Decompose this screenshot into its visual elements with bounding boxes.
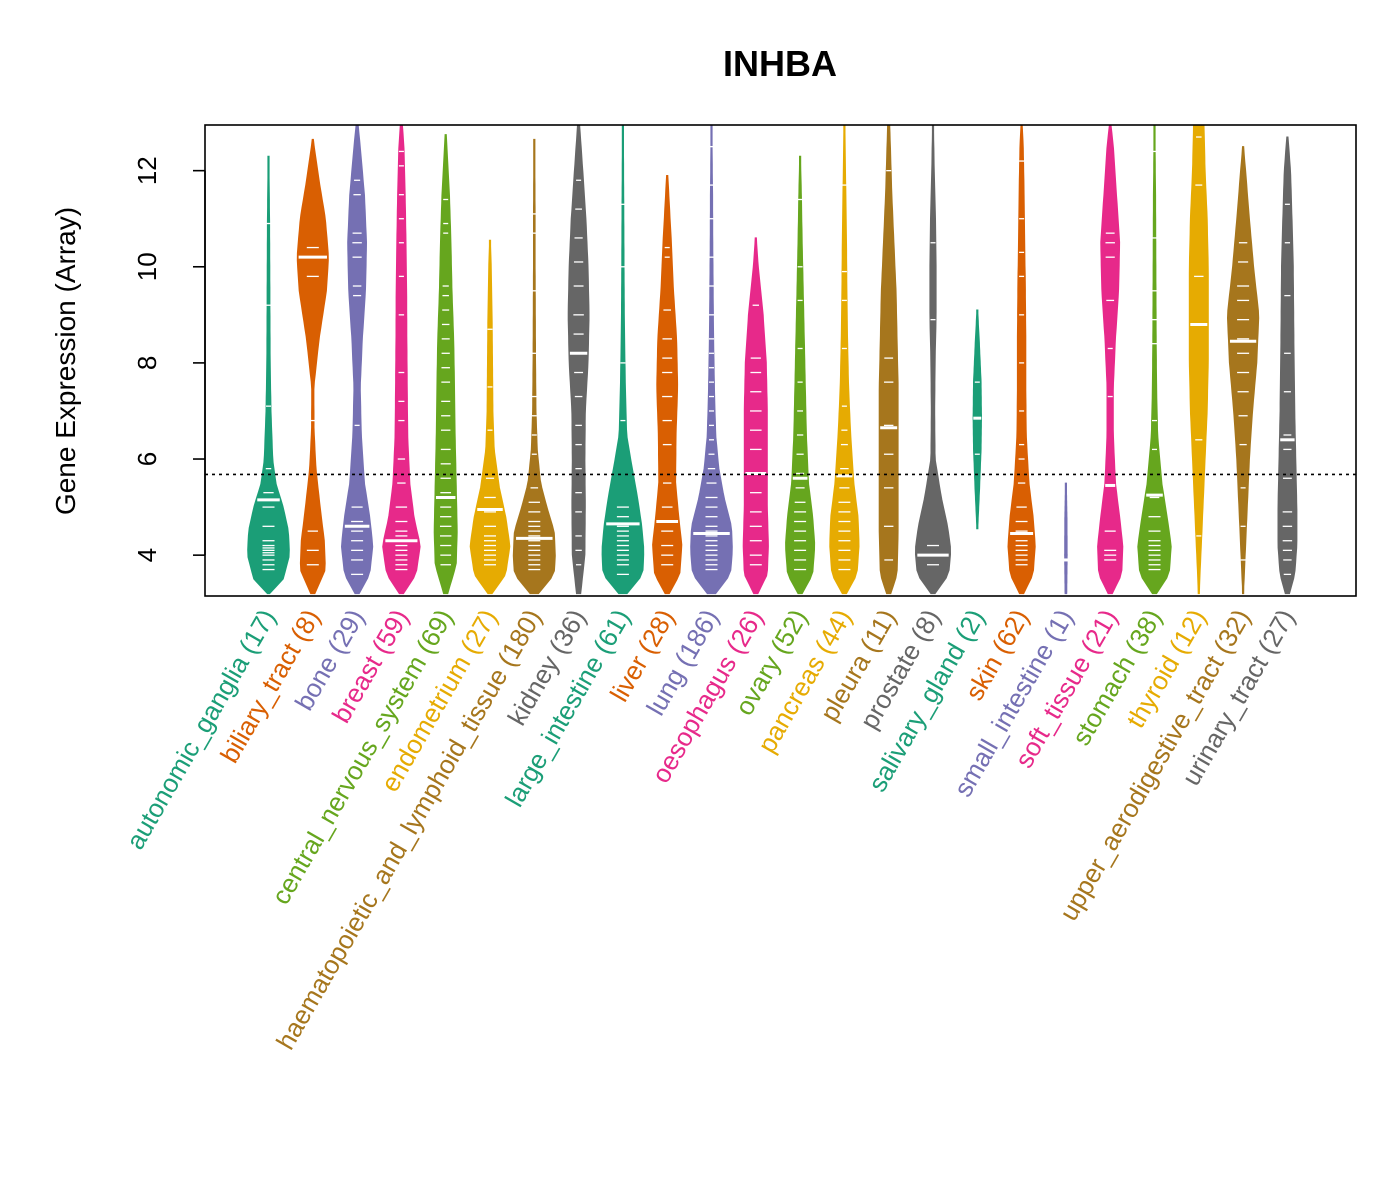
violin-body bbox=[1226, 146, 1260, 595]
y-tick-label: 8 bbox=[132, 356, 162, 370]
violin-body bbox=[1007, 125, 1036, 595]
violin-body bbox=[829, 125, 860, 595]
violin-haematopoietic_and_lymphoid_tissue bbox=[512, 138, 556, 595]
violin-ovary bbox=[785, 155, 816, 595]
violin-salivary_gland bbox=[972, 309, 982, 530]
y-tick-label: 6 bbox=[132, 452, 162, 466]
violin-autonomic_ganglia bbox=[247, 155, 290, 595]
violin-body bbox=[742, 237, 769, 595]
violin-pleura bbox=[878, 125, 899, 595]
violin-body bbox=[601, 125, 645, 595]
violin-body bbox=[1188, 125, 1209, 595]
plot-frame bbox=[204, 124, 1357, 597]
violin-body bbox=[914, 125, 952, 595]
violin-body bbox=[1097, 125, 1124, 595]
violin-bone bbox=[340, 125, 374, 595]
y-tick-label: 12 bbox=[132, 156, 162, 185]
y-axis-label: Gene Expression (Array) bbox=[50, 207, 81, 515]
violin-body bbox=[652, 175, 683, 595]
violin-prostate bbox=[914, 125, 952, 595]
violin-body bbox=[1064, 482, 1068, 595]
violin-breast bbox=[382, 125, 421, 595]
violin-liver bbox=[652, 175, 683, 595]
violin-stomach bbox=[1137, 125, 1172, 595]
violin-body bbox=[512, 138, 556, 595]
violin-small_intestine bbox=[1061, 482, 1070, 595]
violin-body bbox=[340, 125, 374, 595]
violin-lung bbox=[690, 125, 733, 595]
violin-upper_aerodigestive_tract bbox=[1226, 146, 1260, 595]
violin-pancreas bbox=[829, 125, 860, 595]
violin-body bbox=[433, 134, 458, 595]
y-tick-label: 10 bbox=[132, 252, 162, 281]
plot-area bbox=[205, 125, 1356, 595]
violin-biliary_tract bbox=[296, 138, 329, 595]
violin-body bbox=[296, 138, 329, 595]
violin-soft_tissue bbox=[1097, 125, 1124, 595]
violin-central_nervous_system bbox=[433, 134, 458, 595]
violin-skin bbox=[1007, 125, 1036, 595]
violin-body bbox=[247, 155, 290, 595]
category-labels: autonomic_ganglia (17)biliary_tract (8)b… bbox=[120, 604, 1301, 1055]
violin-urinary_tract bbox=[1277, 136, 1298, 595]
violin-body bbox=[1277, 136, 1298, 595]
violin-body bbox=[878, 125, 899, 595]
violin-body bbox=[1137, 125, 1172, 595]
violin-body bbox=[690, 125, 733, 595]
violin-body bbox=[469, 239, 511, 595]
violin-body bbox=[567, 125, 590, 595]
violin-body bbox=[382, 125, 421, 595]
violin-large_intestine bbox=[601, 125, 645, 595]
violin-body bbox=[785, 155, 816, 595]
y-tick-label: 4 bbox=[132, 548, 162, 562]
chart-title: INHBA bbox=[723, 43, 837, 84]
violin-kidney bbox=[567, 125, 590, 595]
violin-oesophagus bbox=[742, 237, 769, 595]
violin-thyroid bbox=[1188, 125, 1209, 595]
violin-endometrium bbox=[469, 239, 511, 595]
y-axis: 4 6 8 10 12 bbox=[132, 124, 1357, 597]
